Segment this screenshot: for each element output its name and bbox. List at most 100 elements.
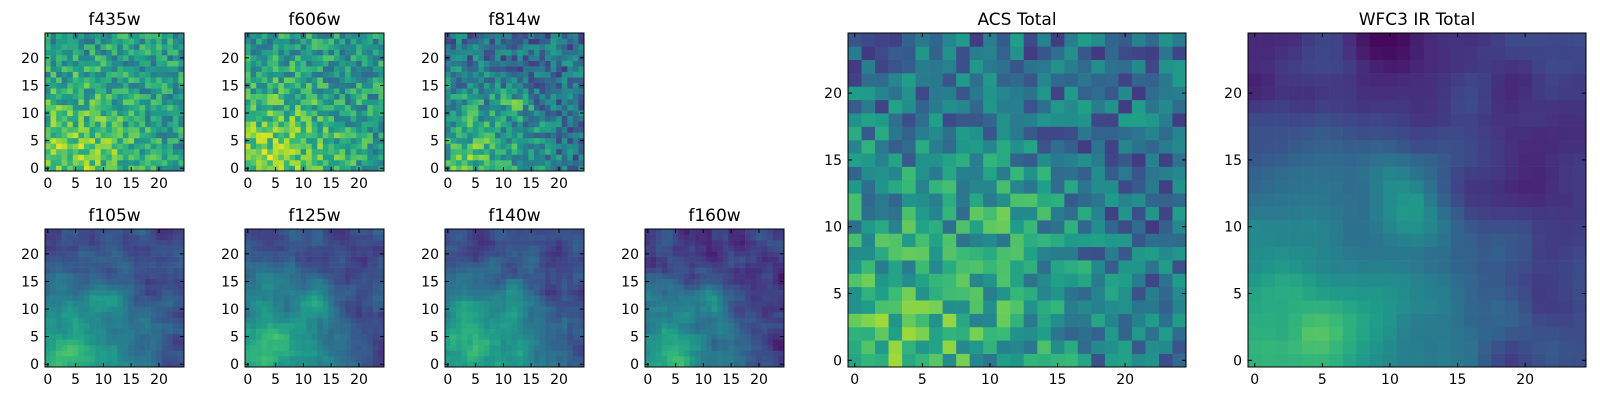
heatmap-cell	[706, 240, 713, 246]
heatmap-cell	[556, 262, 563, 268]
heatmap-cell	[539, 284, 546, 291]
heatmap-cell	[156, 154, 163, 161]
heatmap-cell	[1104, 286, 1119, 301]
heatmap-cell	[683, 306, 690, 313]
heatmap-cell	[372, 267, 379, 274]
heatmap-cell	[117, 333, 124, 340]
heatmap-cell	[533, 33, 540, 39]
heatmap-cell	[478, 289, 485, 296]
heatmap-cell	[372, 311, 379, 318]
heatmap-cell	[311, 267, 318, 274]
heatmap-cell	[245, 99, 251, 106]
heatmap-cell	[339, 44, 346, 50]
heatmap-cell	[261, 104, 268, 111]
heatmap-cell	[322, 361, 329, 368]
heatmap-cell	[83, 165, 90, 172]
heatmap-cell	[706, 229, 713, 235]
heatmap-cell	[361, 333, 368, 340]
heatmap-cell	[317, 165, 324, 172]
x-tick-label: 10	[94, 372, 112, 388]
heatmap-cell	[656, 245, 662, 252]
heatmap-cell	[888, 233, 903, 248]
heatmap-cell	[300, 251, 307, 257]
heatmap-cell	[50, 121, 57, 128]
heatmap-cell	[667, 229, 674, 235]
heatmap-cell	[683, 350, 690, 357]
heatmap-cell	[700, 344, 707, 351]
heatmap-cell	[572, 273, 579, 279]
heatmap-cell	[372, 306, 379, 313]
heatmap-cell	[700, 355, 707, 362]
heatmap-cell	[902, 300, 916, 314]
heatmap-cell	[167, 289, 174, 296]
heatmap-cell	[333, 273, 340, 279]
heatmap-cell	[61, 44, 68, 50]
heatmap-cell	[111, 350, 118, 357]
heatmap-cell	[1050, 273, 1065, 288]
heatmap-cell	[78, 49, 85, 56]
heatmap-cell	[472, 49, 479, 56]
heatmap-cell	[1037, 179, 1052, 194]
heatmap-cell	[95, 60, 101, 67]
heatmap-cell	[83, 66, 90, 72]
heatmap-cell	[456, 317, 462, 324]
heatmap-cell	[483, 262, 490, 268]
heatmap-cell	[772, 229, 779, 235]
heatmap-cell	[167, 71, 174, 78]
heatmap-cell	[511, 317, 518, 324]
heatmap-cell	[283, 55, 290, 61]
heatmap-cell	[278, 110, 285, 117]
heatmap-cell	[350, 262, 357, 268]
heatmap-cell	[942, 246, 957, 261]
heatmap-cell	[111, 256, 118, 263]
heatmap-cell	[345, 126, 351, 133]
heatmap-cell	[495, 132, 501, 139]
heatmap-cell	[1118, 246, 1133, 261]
heatmap-cell	[50, 322, 57, 329]
heatmap-cell	[50, 60, 57, 67]
heatmap-cell	[128, 154, 135, 161]
heatmap-cell	[561, 88, 568, 95]
heatmap-cell	[500, 148, 507, 155]
heatmap-cell	[522, 55, 529, 61]
heatmap-cell	[267, 49, 274, 56]
heatmap-cell	[550, 245, 557, 252]
heatmap-cell	[767, 273, 774, 279]
heatmap-cell	[561, 256, 568, 263]
heatmap-cell	[756, 344, 763, 351]
heatmap-cell	[339, 110, 346, 117]
heatmap-cell	[511, 311, 518, 318]
heatmap-cell	[133, 229, 140, 235]
heatmap-cell	[89, 132, 96, 139]
heatmap-cell	[117, 44, 124, 50]
heatmap-cell	[156, 350, 163, 357]
heatmap-cell	[339, 104, 346, 111]
heatmap-cell	[706, 317, 713, 324]
heatmap-cell	[456, 55, 462, 61]
heatmap-cell	[89, 126, 96, 133]
heatmap-cell	[456, 88, 462, 95]
heatmap-cell	[72, 38, 79, 45]
heatmap-cell	[761, 355, 768, 362]
heatmap-cell	[167, 38, 174, 45]
heatmap-cell	[272, 49, 279, 56]
heatmap-cell	[495, 99, 501, 106]
heatmap-cell	[283, 240, 290, 246]
heatmap-cell	[256, 110, 262, 117]
heatmap-cell	[261, 322, 268, 329]
heatmap-cell	[333, 110, 340, 117]
heatmap-cell	[767, 322, 774, 329]
heatmap-cell	[528, 38, 535, 45]
heatmap-cell	[561, 38, 568, 45]
heatmap-cell	[128, 99, 135, 106]
heatmap-cell	[50, 328, 57, 335]
heatmap-cell	[345, 344, 351, 351]
heatmap-cell	[567, 361, 574, 368]
heatmap-cell	[522, 339, 529, 346]
heatmap-cell	[89, 251, 96, 257]
heatmap-cell	[728, 317, 735, 324]
heatmap-cell	[300, 317, 307, 324]
heatmap-cell	[172, 121, 179, 128]
heatmap-cell	[695, 333, 701, 340]
heatmap-cell	[489, 311, 496, 318]
